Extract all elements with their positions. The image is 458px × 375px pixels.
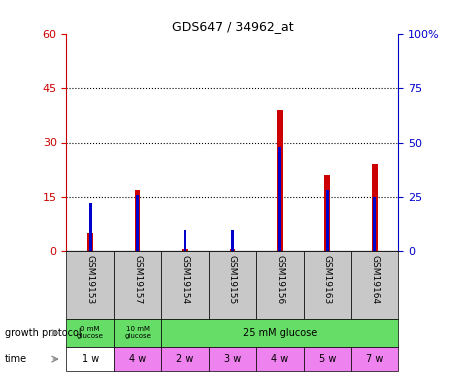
Text: GSM19155: GSM19155 <box>228 255 237 304</box>
Bar <box>304 347 351 371</box>
Bar <box>161 347 209 371</box>
Text: 4 w: 4 w <box>271 354 289 364</box>
Text: GSM19156: GSM19156 <box>275 255 284 304</box>
Bar <box>66 319 114 347</box>
Bar <box>114 319 161 347</box>
Text: GSM19154: GSM19154 <box>180 255 190 304</box>
Bar <box>373 197 376 251</box>
Title: GDS647 / 34962_at: GDS647 / 34962_at <box>172 20 293 33</box>
Text: time: time <box>5 354 27 364</box>
Bar <box>114 251 161 319</box>
Bar <box>87 233 93 251</box>
Bar <box>209 251 256 319</box>
Bar <box>324 175 330 251</box>
Bar <box>256 347 304 371</box>
Bar <box>304 251 351 319</box>
Bar <box>66 347 114 371</box>
Text: growth protocol: growth protocol <box>5 328 81 338</box>
Bar <box>184 230 186 251</box>
Text: GSM19163: GSM19163 <box>323 255 332 304</box>
Bar <box>161 319 398 347</box>
Bar <box>278 147 281 251</box>
Bar <box>372 164 377 251</box>
Text: 1 w: 1 w <box>82 354 99 364</box>
Bar <box>326 190 329 251</box>
Text: 25 mM glucose: 25 mM glucose <box>243 328 317 338</box>
Bar <box>114 347 161 371</box>
Text: GSM19153: GSM19153 <box>86 255 95 304</box>
Text: 10 mM
glucose: 10 mM glucose <box>124 326 151 339</box>
Bar <box>229 249 235 251</box>
Text: GSM19164: GSM19164 <box>370 255 379 304</box>
Bar <box>231 230 234 251</box>
Text: 4 w: 4 w <box>129 354 146 364</box>
Bar <box>351 251 398 319</box>
Text: 7 w: 7 w <box>366 354 383 364</box>
Text: 5 w: 5 w <box>319 354 336 364</box>
Text: GSM19157: GSM19157 <box>133 255 142 304</box>
Text: 3 w: 3 w <box>224 354 241 364</box>
Bar <box>182 249 188 251</box>
Bar <box>256 251 304 319</box>
Bar <box>136 195 139 251</box>
Bar <box>161 251 209 319</box>
Bar <box>66 251 114 319</box>
Text: 2 w: 2 w <box>176 354 194 364</box>
Bar <box>209 347 256 371</box>
Bar <box>351 347 398 371</box>
Bar <box>277 110 283 251</box>
Text: 0 mM
glucose: 0 mM glucose <box>76 326 104 339</box>
Bar <box>135 190 141 251</box>
Bar <box>89 203 92 251</box>
